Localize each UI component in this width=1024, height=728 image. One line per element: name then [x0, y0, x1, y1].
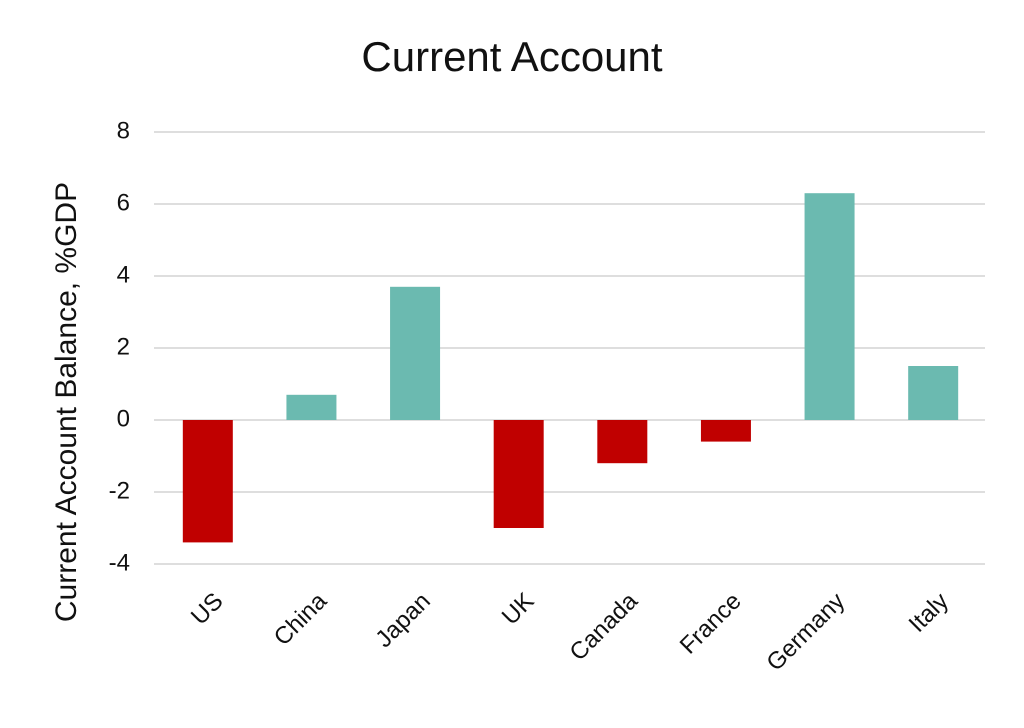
x-tick-label: Germany: [761, 588, 850, 677]
y-tick-label: -4: [109, 549, 130, 576]
y-tick-label: 6: [117, 189, 130, 216]
x-tick-label: Canada: [564, 587, 643, 666]
y-tick-label: 4: [117, 261, 130, 288]
chart-title: Current Account: [361, 33, 662, 80]
y-tick-label: 0: [117, 405, 130, 432]
y-axis-label: Current Account Balance, %GDP: [50, 182, 83, 622]
x-tick-label: China: [269, 587, 333, 651]
bar: [182, 420, 233, 543]
x-tick-label: UK: [497, 588, 540, 631]
bar: [390, 286, 441, 420]
x-tick-label: Japan: [370, 588, 435, 653]
bar: [700, 420, 751, 442]
bar: [597, 420, 648, 464]
x-tick-label: France: [675, 588, 747, 660]
y-tick-label: 2: [117, 333, 130, 360]
bar: [804, 193, 855, 420]
y-tick-label: 8: [117, 117, 130, 144]
x-tick-label: Italy: [904, 588, 954, 638]
bar: [908, 366, 959, 420]
y-tick-label: -2: [109, 477, 130, 504]
x-tick-label: US: [186, 588, 229, 631]
bar: [493, 420, 544, 528]
bar: [286, 394, 337, 420]
